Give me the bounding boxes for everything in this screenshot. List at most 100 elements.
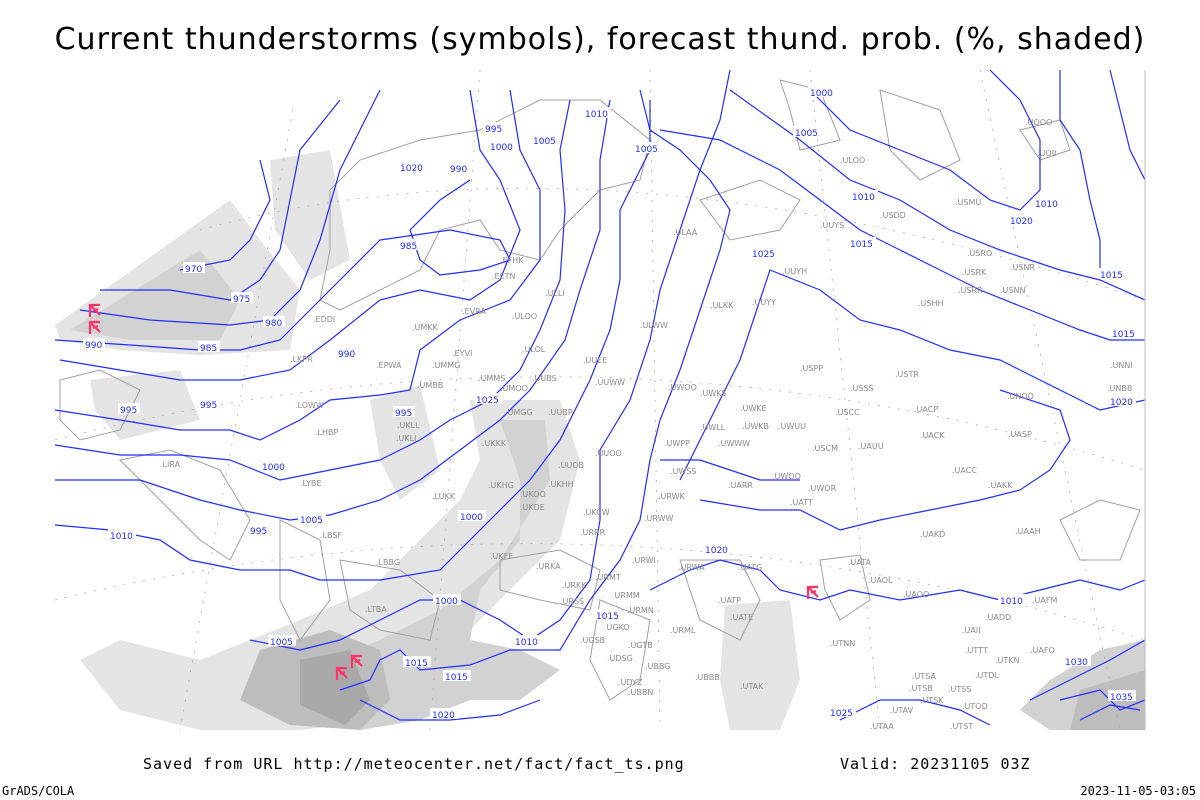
station-label: .UATA <box>848 558 872 567</box>
station-label-group: .UAFO <box>1030 646 1055 655</box>
station-label-group: .LOWW <box>295 401 324 410</box>
isobar-labels: 970 975 980 985 990 990 995 995 995 1000 1000 1005 1… <box>83 86 1138 721</box>
station-label-group: .UMMS <box>478 374 505 383</box>
station-label: .UUYY <box>752 298 776 307</box>
station-label: .UMOO <box>500 384 528 393</box>
station-label: .ULAA <box>673 228 698 237</box>
station-label: .ULOL <box>522 345 546 354</box>
station-label-group: .UUYY <box>752 298 776 307</box>
isobar-label-bg <box>458 510 486 521</box>
isobar-label: 995 <box>250 527 267 537</box>
station-label: .UATG <box>738 563 762 572</box>
isobar-label-group: 1020 <box>1008 214 1036 227</box>
station-label: .EDDI <box>313 315 335 324</box>
isobar-label: 1010 <box>1035 200 1058 210</box>
station-label-group: .UMKK <box>412 323 439 332</box>
station-label: .UMBB <box>417 381 443 390</box>
station-label: .URMN <box>627 606 654 615</box>
station-label: .UWKE <box>740 404 767 413</box>
station-label-group: .EYVI <box>452 349 472 358</box>
isobar-label-bg <box>231 292 253 303</box>
isobar-label-bg <box>474 393 502 404</box>
isobar-label-bg <box>393 406 415 417</box>
station-label-group: .UBBB <box>695 673 720 682</box>
station-label-group: .ULWW <box>640 321 668 330</box>
station-label: .UTAA <box>870 722 894 731</box>
station-label-group: .ULOL <box>522 345 546 354</box>
station-label-group: .UTKN <box>995 656 1020 665</box>
isobar-label-group: 1015 <box>403 656 431 669</box>
station-label-group: .UAAH <box>1015 527 1041 536</box>
isobar-label: 1015 <box>850 240 873 250</box>
isobar-label-group: 1025 <box>828 706 856 719</box>
station-label: .UUEE <box>583 356 607 365</box>
isobar-label-bg <box>998 594 1026 605</box>
station-label: .UWUU <box>778 422 806 431</box>
isobar-label-group: 1005 <box>793 126 821 139</box>
isobar-label-group: 975 <box>231 292 253 305</box>
station-label: .UOOO <box>1025 118 1052 127</box>
station-label: .USTR <box>895 370 919 379</box>
station-label-group: .UKFF <box>490 552 513 561</box>
station-label-group: .ULKK <box>710 301 734 310</box>
station-label: .UBBN <box>628 688 653 697</box>
station-label-group: .UBBN <box>628 688 653 697</box>
isobar-label-bg <box>1063 655 1091 666</box>
station-label: .URMT <box>595 573 621 582</box>
station-label: .UWOR <box>808 484 837 493</box>
station-label: .UUBS <box>532 374 557 383</box>
station-label: .LUKK <box>432 492 456 501</box>
station-label-group: .UKDE <box>520 503 545 512</box>
station-label: .UUOO <box>595 449 622 458</box>
station-label: .UATP <box>718 596 741 605</box>
station-label-group: .UACK <box>920 431 945 440</box>
station-label-group: .UWKB <box>742 422 769 431</box>
station-label-group: .UATP <box>718 596 741 605</box>
station-label: .URWW <box>644 514 674 523</box>
isobar-label-group: 970 <box>183 262 205 275</box>
station-label: .USPP <box>800 364 823 373</box>
station-label-group: .UWOO <box>772 472 801 481</box>
station-label: .UACK <box>920 431 945 440</box>
station-label: .UUOB <box>558 461 584 470</box>
station-label: .UTSS <box>948 685 971 694</box>
station-label: .UWWW <box>718 439 750 448</box>
station-label-group: .UTSS <box>948 685 971 694</box>
station-label: .UTAK <box>740 682 764 691</box>
station-label: .UKHH <box>548 480 574 489</box>
station-label: .USNR <box>1010 263 1035 272</box>
station-label-group: .UTOD <box>962 702 988 711</box>
station-label: .USDD <box>880 211 906 220</box>
isobar-label: 1010 <box>515 638 538 648</box>
isobar-label-group: 1015 <box>594 609 622 622</box>
station-label: .UTSB <box>909 684 933 693</box>
station-label: .UWKB <box>742 422 769 431</box>
station-label: .URWK <box>658 492 686 501</box>
station-label-group: .UATG <box>738 563 762 572</box>
station-label: .USCC <box>835 408 860 417</box>
isobar-label-bg <box>1008 214 1036 225</box>
station-label-group: .UOII <box>1037 149 1056 158</box>
station-label: .ULWW <box>640 321 668 330</box>
station-label: .LKPR <box>290 355 313 364</box>
isobar-label: 970 <box>185 265 202 275</box>
station-label-group: .UTNN <box>830 639 855 648</box>
isobar-label-bg <box>583 107 611 118</box>
station-label: .UKHG <box>488 481 514 490</box>
station-label: .LBSF <box>320 531 342 540</box>
isobar-label: 1010 <box>585 110 608 120</box>
station-label-group: .UUWW <box>595 378 625 387</box>
isobar-label-group: 1000 <box>488 140 516 153</box>
isobar-label: 1005 <box>635 145 658 155</box>
station-label: .UOII <box>1037 149 1056 158</box>
station-label: .LIRA <box>160 460 181 469</box>
isobar-label-bg <box>1033 197 1061 208</box>
isobar-label: 1025 <box>476 396 499 406</box>
station-label-group: .EPWA <box>376 361 402 370</box>
station-label-group: .URRR <box>580 528 606 537</box>
isobar-label: 1015 <box>1100 271 1123 281</box>
station-label-group: .USCC <box>835 408 860 417</box>
isobar-label-group: 1020 <box>398 161 426 174</box>
isobar-label-group: 1010 <box>850 190 878 203</box>
